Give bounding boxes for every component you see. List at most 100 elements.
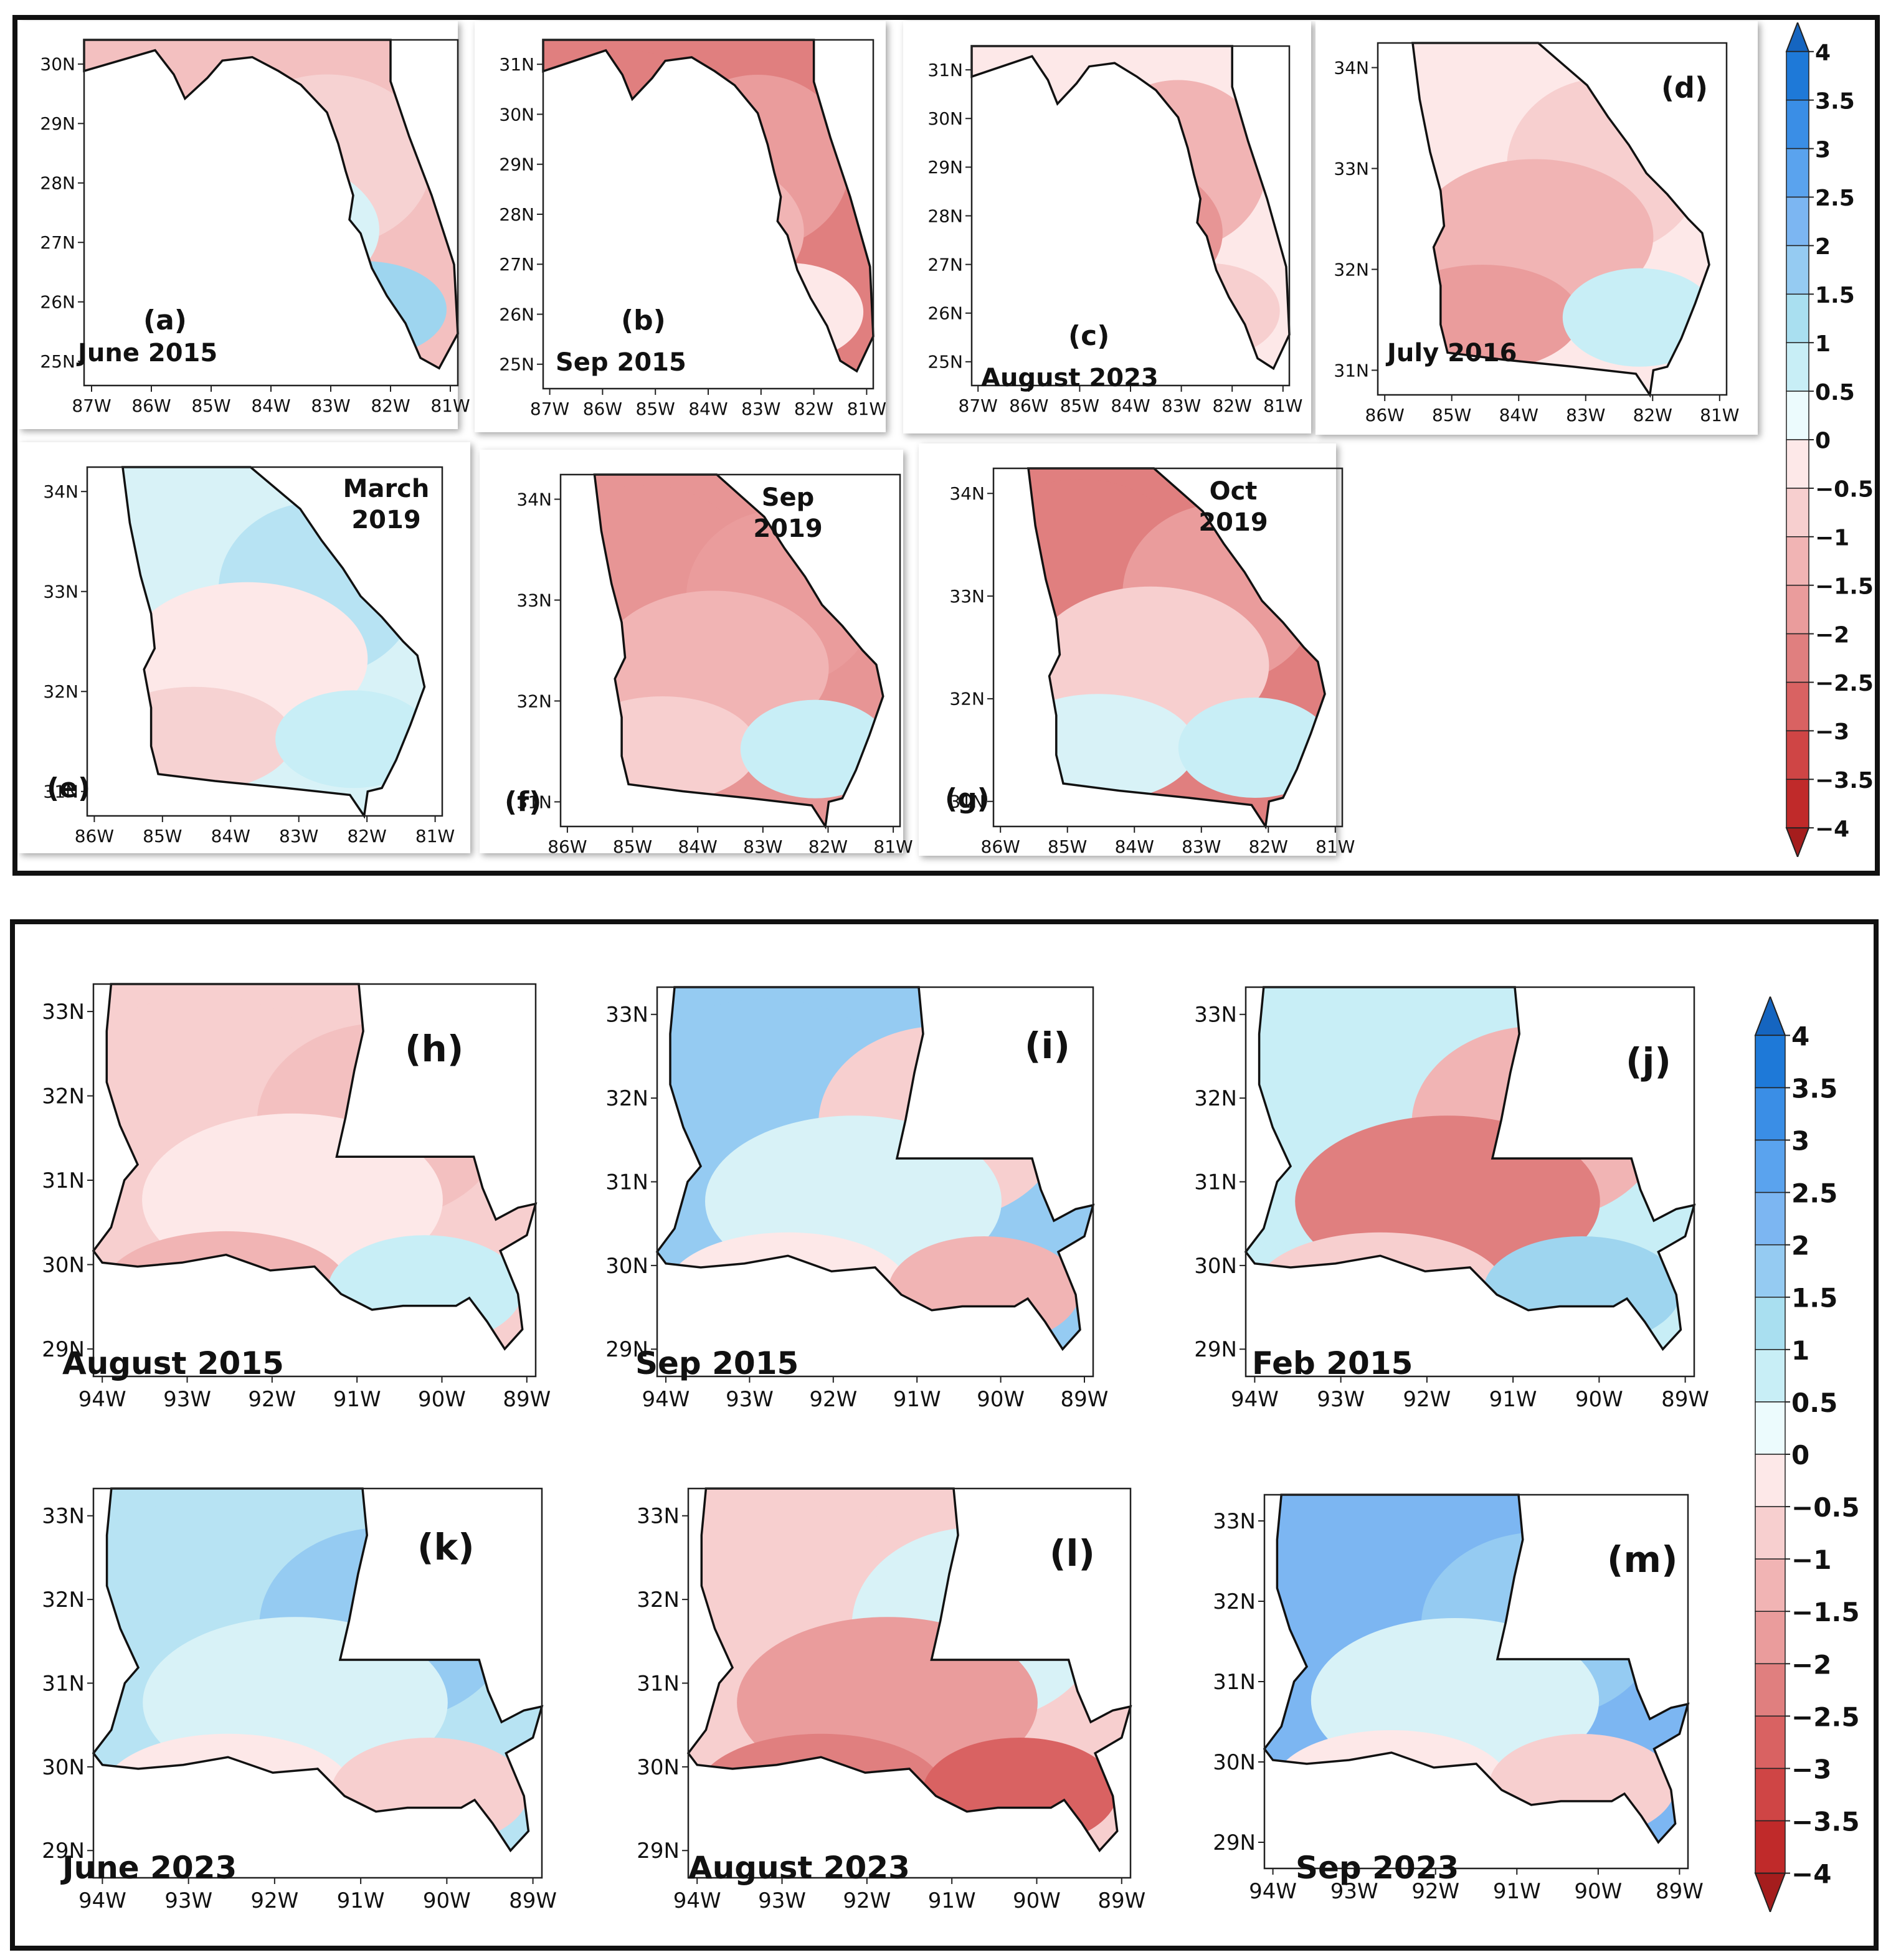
- anomaly-contour: [125, 154, 379, 306]
- colorbar-segment: [1755, 1139, 1786, 1193]
- lat-tick-label: 34N: [516, 489, 552, 509]
- lon-tick-label: 87W: [72, 395, 111, 416]
- lat-tick-label: 29N: [1194, 1337, 1237, 1362]
- lon-tick-label: 83W: [741, 399, 780, 419]
- lat-tick-label: 29N: [1213, 1830, 1256, 1855]
- state-boundary: [1028, 468, 1325, 826]
- anomaly-contour: [666, 1232, 910, 1350]
- lat-tick-label: 28N: [499, 204, 534, 225]
- state-boundary: [93, 984, 536, 1349]
- colorbar-segment: [1755, 1820, 1786, 1874]
- colorbar-segment: [1786, 99, 1809, 149]
- anomaly-contour: [1028, 694, 1196, 802]
- colorbar-extend-top: [1754, 995, 1786, 1036]
- colorbar-tick-label: 3: [1815, 137, 1831, 163]
- state-boundary: [1264, 1495, 1688, 1842]
- colorbar-segment: [1755, 1715, 1786, 1769]
- lat-tick-label: 30N: [42, 1755, 85, 1780]
- lon-tick-label: 92W: [248, 1387, 296, 1412]
- lat-tick-label: 28N: [927, 206, 963, 226]
- anomaly-contour: [978, 260, 1156, 362]
- lon-tick-label: 89W: [509, 1888, 557, 1913]
- colorbar-segment: [1755, 1087, 1786, 1141]
- lon-tick-label: 84W: [1115, 836, 1154, 857]
- lat-tick-label: 33N: [949, 586, 985, 607]
- colorbar-tick-label: −1: [1815, 525, 1849, 551]
- lat-tick-label: 31N: [1334, 360, 1369, 381]
- lat-tick-label: 33N: [605, 1003, 648, 1028]
- colorbar-bottom: 4 3.5 3 2.5 2 1.5 1 0.5 0 −0.5 −1 −1.5 −2 −2.5 −3 −3.5 −…: [1750, 995, 1875, 1914]
- lon-tick-label: 89W: [503, 1387, 551, 1412]
- colorbar-segment: [1786, 293, 1809, 343]
- lon-tick-label: 90W: [977, 1387, 1025, 1412]
- plot-frame: [559, 473, 901, 828]
- panel-i: 33N 32N 31N 30N 29N 94W 93W 92W 91W 90W 89W Sep 201…: [582, 947, 1143, 1439]
- lat-tick-label: 26N: [927, 303, 963, 324]
- state-boundary: [972, 46, 1289, 369]
- lat-tick-label: 30N: [1194, 1254, 1237, 1279]
- colorbar-tick-label: 1.5: [1791, 1283, 1837, 1314]
- anomaly-contour: [102, 1231, 350, 1349]
- colorbar-segment: [1755, 1768, 1786, 1822]
- map-svg: 33N 32N 31N 30N 29N 94W 93W 92W 91W 90W 89W: [19, 1451, 598, 1943]
- colorbar-tick-label: 4: [1791, 1021, 1809, 1051]
- anomaly-contour: [740, 699, 883, 798]
- lon-tick-label: 92W: [1403, 1387, 1451, 1412]
- panel-date-title: August 2015: [62, 1345, 284, 1381]
- panel-l: 33N 32N 31N 30N 29N 94W 93W 92W 91W 90W 89W August …: [595, 1451, 1155, 1943]
- anomaly-contour: [665, 75, 850, 249]
- anomaly-contour: [922, 1738, 1117, 1847]
- state-boundary: [1413, 43, 1709, 395]
- panel-date-title: June 2023: [62, 1850, 237, 1886]
- colorbar-tick-label: −0.5: [1815, 477, 1874, 503]
- lat-tick-label: 32N: [949, 689, 985, 709]
- lat-tick-label: 31N: [605, 1170, 648, 1195]
- lon-tick-label: 94W: [673, 1888, 721, 1913]
- colorbar-segment: [1755, 1506, 1786, 1560]
- anomaly-contour: [579, 154, 804, 309]
- lat-tick-label: 28N: [40, 173, 75, 194]
- lat-tick-label: 25N: [927, 352, 963, 372]
- anomaly-contour: [972, 56, 1147, 206]
- panel-date-title: Sep 2015: [556, 348, 686, 377]
- lat-tick-label: 30N: [605, 1254, 648, 1279]
- panel-letter-label: (m): [1607, 1538, 1678, 1581]
- lon-tick-label: 81W: [1700, 405, 1739, 425]
- lon-tick-label: 84W: [678, 836, 718, 857]
- anomaly-contour: [1089, 80, 1268, 250]
- colorbar-segment: [1755, 1454, 1786, 1507]
- lon-tick-label: 85W: [143, 826, 182, 846]
- colorbar-tick-label: 2: [1791, 1231, 1809, 1261]
- panel-m: 33N 32N 31N 30N 29N 94W 93W 92W 91W 90W 89W Sep 202…: [1159, 1451, 1719, 1943]
- panel-date-title: March 2019: [343, 475, 430, 534]
- anomaly-contour: [1483, 1236, 1681, 1345]
- colorbar-tick-label: −1.5: [1791, 1597, 1860, 1627]
- lon-tick-label: 92W: [809, 1387, 857, 1412]
- colorbar-tick-label: 0: [1791, 1440, 1809, 1470]
- lon-tick-label: 82W: [347, 826, 386, 846]
- map-svg: 34N 33N 32N 31N 86W 85W 84W 83W 82W 81W: [1316, 21, 1758, 435]
- colorbar-tick-label: 1.5: [1815, 283, 1855, 308]
- lon-tick-label: 93W: [1330, 1879, 1378, 1904]
- lat-tick-label: 31N: [1213, 1670, 1256, 1695]
- lat-tick-label: 32N: [516, 691, 552, 711]
- lon-tick-label: 81W: [415, 826, 455, 846]
- lat-tick-label: 34N: [43, 481, 78, 502]
- lat-tick-label: 32N: [1334, 259, 1369, 280]
- colorbar-segment: [1786, 681, 1809, 732]
- lon-tick-label: 84W: [688, 399, 728, 419]
- colorbar-extend-top: [1785, 21, 1810, 52]
- map-svg: 33N 32N 31N 30N 29N 94W 93W 92W 91W 90W 89W: [595, 1451, 1155, 1943]
- colorbar-tick-label: 3.5: [1815, 88, 1855, 114]
- colorbar-tick-label: 1: [1815, 331, 1831, 357]
- lat-tick-label: 31N: [42, 1168, 85, 1193]
- lon-tick-label: 91W: [333, 1387, 381, 1412]
- anomaly-contour: [1489, 1734, 1676, 1839]
- colorbar-tick-label: −1.5: [1815, 574, 1874, 599]
- panel-letter-label: (g): [945, 783, 990, 815]
- lat-tick-label: 32N: [605, 1086, 648, 1111]
- lat-tick-label: 33N: [1194, 1003, 1237, 1028]
- lon-tick-label: 86W: [131, 395, 171, 416]
- anomaly-contour: [84, 50, 290, 202]
- map-svg: 34N 33N 32N 31N 86W 85W 84W 83W 82W 81W: [19, 442, 470, 853]
